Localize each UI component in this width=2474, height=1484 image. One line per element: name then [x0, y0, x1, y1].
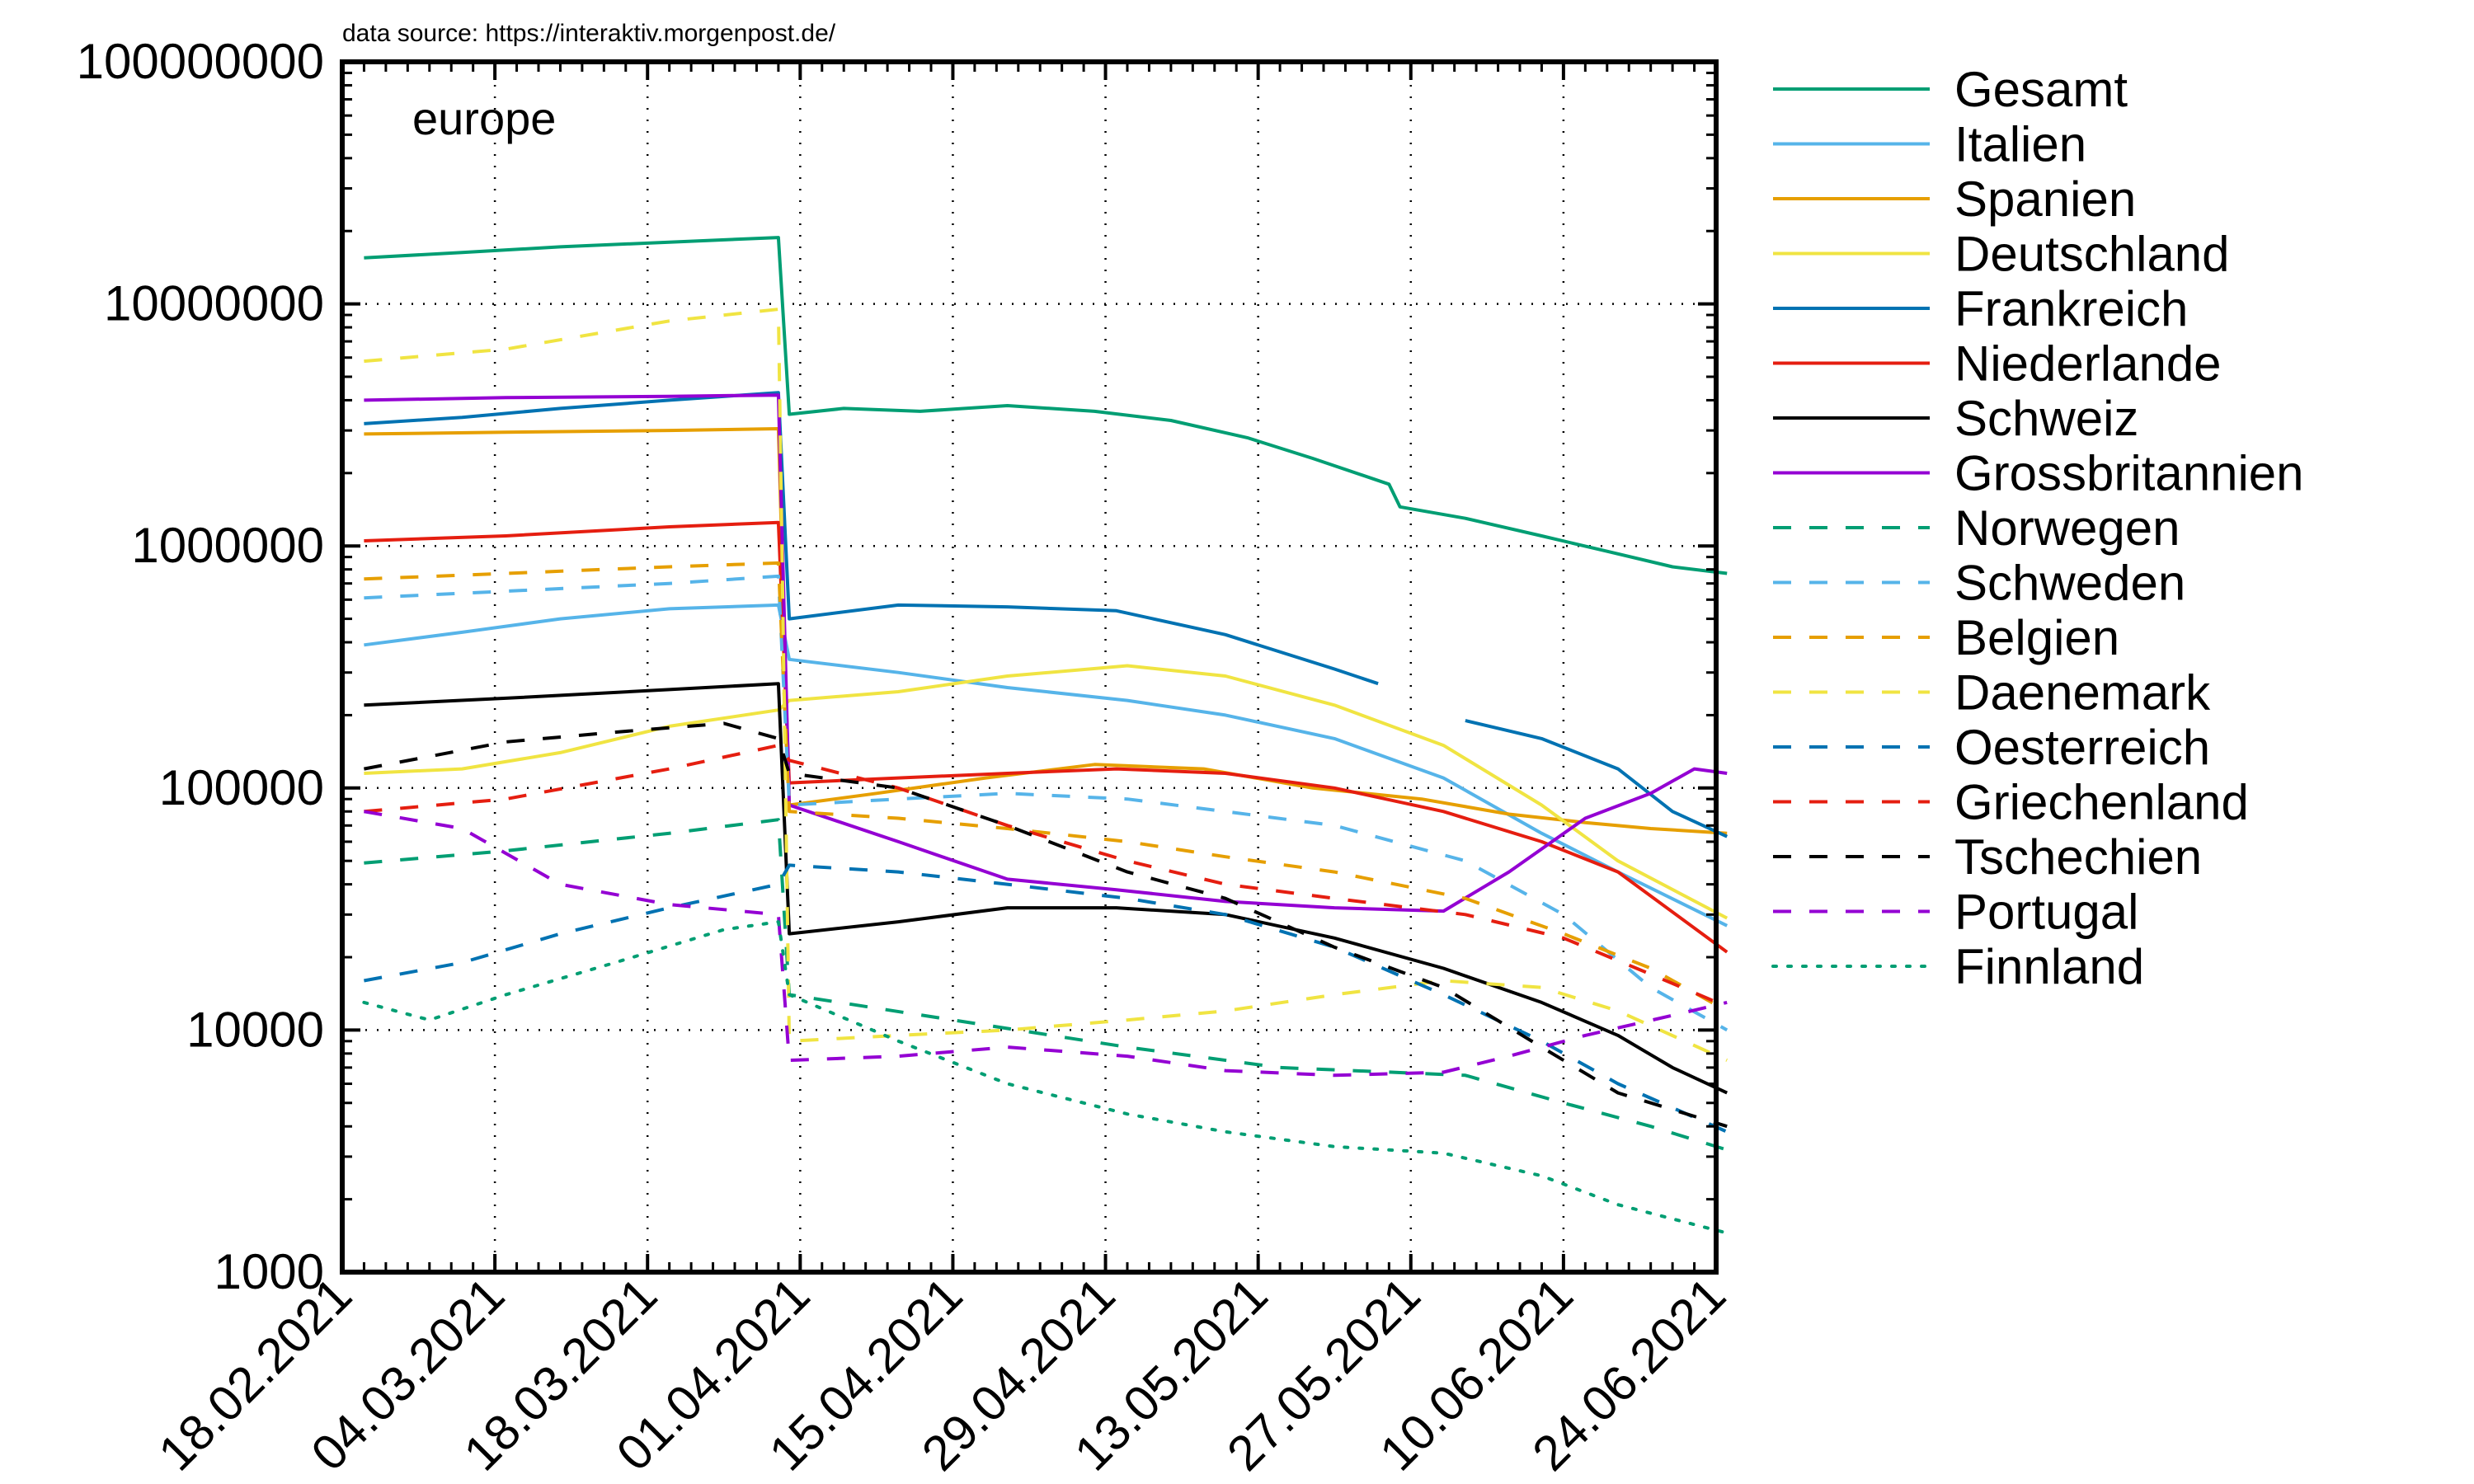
legend-label-finnland: Finnland — [1954, 939, 2144, 994]
legend-label-niederlande: Niederlande — [1954, 336, 2222, 392]
legend-label-schweden: Schweden — [1954, 556, 2185, 611]
y-tick-label: 10000 — [186, 1002, 324, 1057]
legend-label-norwegen: Norwegen — [1954, 500, 2180, 556]
legend-label-spanien: Spanien — [1954, 171, 2136, 227]
legend-label-deutschland: Deutschland — [1954, 227, 2230, 282]
series-layer — [362, 236, 1729, 1235]
plot-frame — [340, 59, 1719, 1275]
legend-label-belgien: Belgien — [1954, 610, 2119, 665]
legend-label-griechenland: Griechenland — [1954, 775, 2249, 830]
legend-label-gesamt: Gesamt — [1954, 62, 2128, 117]
legend-label-grossbritannien: Grossbritannien — [1954, 446, 2304, 501]
y-tick-label: 100000000 — [77, 34, 324, 89]
y-tick-label: 1000000 — [131, 518, 324, 573]
series-line-schweden — [364, 574, 1729, 1032]
series-line-gesamt — [364, 236, 1728, 575]
legend-label-italien: Italien — [1954, 117, 2086, 172]
series-line-schweiz — [364, 682, 1729, 1095]
legend-label-schweiz: Schweiz — [1954, 391, 2138, 446]
series-line-belgien — [364, 561, 1729, 1012]
grid — [342, 62, 1716, 1272]
y-tick-label: 1000 — [214, 1244, 324, 1299]
legend-label-tschechien: Tschechien — [1954, 829, 2202, 885]
series-line-portugal — [364, 810, 1728, 1078]
series-line-oesterreich — [364, 863, 1729, 1134]
legend: GesamtItalienSpanienDeutschlandFrankreic… — [1771, 62, 2304, 994]
series-line-grossbritannien — [364, 393, 1728, 913]
series-line-finnland — [362, 920, 1729, 1235]
series-line-niederlande — [364, 520, 1729, 954]
series-line-frankreich — [364, 391, 1729, 838]
series-line-tschechien — [364, 721, 1728, 1129]
series-line-norwegen — [364, 818, 1728, 1152]
legend-label-frankreich: Frankreich — [1954, 281, 2188, 336]
series-line-deutschland — [364, 664, 1729, 920]
series-line-italien — [364, 603, 1729, 928]
chart-annotation: europe — [412, 92, 556, 144]
legend-label-daenemark: Daenemark — [1954, 665, 2211, 721]
ticks: 1000100001000001000000100000001000000001… — [77, 34, 1737, 1482]
legend-label-oesterreich: Oesterreich — [1954, 720, 2210, 775]
y-tick-label: 100000 — [159, 760, 324, 815]
series-line-daenemark — [364, 308, 1729, 1062]
y-tick-label: 10000000 — [104, 276, 324, 331]
source-note: data source: https://interaktiv.morgenpo… — [342, 20, 836, 47]
series-line-griechenland — [364, 744, 1728, 1008]
legend-label-portugal: Portugal — [1954, 885, 2138, 940]
